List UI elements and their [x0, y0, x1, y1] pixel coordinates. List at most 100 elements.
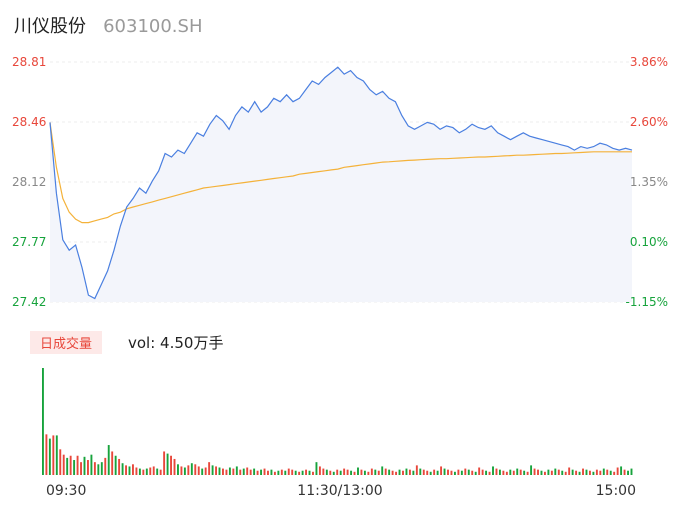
volume-bar [571, 469, 574, 475]
volume-bar [107, 445, 110, 475]
volume-badge: 日成交量 [30, 331, 103, 354]
volume-bar [301, 470, 304, 475]
volume-bar [554, 468, 557, 475]
volume-bar [308, 470, 311, 475]
volume-bar [222, 468, 224, 475]
volume-bar [408, 469, 411, 475]
volume-bar [187, 465, 190, 475]
volume-bar [332, 471, 335, 475]
volume-bar [128, 466, 131, 475]
y-tick-right: 1.35% [630, 175, 668, 189]
volume-bar [298, 471, 301, 475]
volume-bar [232, 468, 235, 475]
volume-bar [557, 469, 560, 475]
volume-bar [80, 462, 82, 475]
volume-bar [460, 470, 463, 475]
volume-bar [336, 469, 339, 475]
volume-bar [533, 468, 536, 475]
volume-bar [367, 471, 370, 475]
volume-bar [592, 471, 595, 475]
volume-bar [204, 467, 207, 475]
volume-bar [211, 465, 214, 475]
volume-bar [543, 471, 546, 475]
volume-bar [481, 469, 484, 475]
volume-bar [249, 469, 252, 475]
volume-bar [606, 469, 609, 475]
volume-bar [125, 465, 127, 475]
y-tick-right: -1.15% [626, 295, 668, 309]
volume-bar [457, 469, 460, 475]
volume-bar [45, 434, 48, 475]
volume-bar [450, 470, 453, 475]
volume-bar [66, 457, 69, 475]
y-tick-right: 3.86% [630, 55, 668, 69]
volume-bar [138, 468, 141, 475]
y-tick-left: 28.81 [12, 55, 46, 69]
x-tick: 09:30 [46, 483, 86, 499]
volume-bar [201, 468, 204, 475]
volume-bar [398, 469, 401, 475]
volume-bar [620, 466, 623, 475]
volume-bar [121, 463, 124, 475]
volume-bar [312, 471, 314, 475]
volume-bar [395, 471, 398, 475]
volume-bar [384, 468, 387, 475]
volume-bar [627, 470, 629, 475]
volume-bar [97, 464, 100, 475]
volume-bar [152, 466, 155, 475]
volume-bar [62, 454, 65, 475]
volume-bar [305, 469, 308, 475]
volume-bar [48, 438, 51, 475]
volume-bar [412, 470, 415, 475]
volume-bar [447, 469, 449, 475]
volume-bars [42, 368, 633, 475]
volume-bar [426, 470, 429, 475]
volume-bar [453, 471, 456, 475]
volume-bar [273, 471, 276, 475]
y-tick-left: 28.46 [12, 115, 46, 129]
volume-bar [93, 462, 96, 475]
volume-bar [568, 467, 571, 475]
volume-bar [197, 466, 200, 475]
volume-bar [492, 466, 494, 475]
volume-bar [260, 469, 263, 475]
stock-code: 603100.SH [103, 16, 203, 37]
volume-bar [242, 468, 245, 475]
volume-bar [163, 451, 166, 475]
volume-bar [263, 468, 266, 475]
volume-bar [180, 466, 183, 475]
volume-bar [509, 469, 512, 475]
volume-bar [190, 463, 193, 475]
volume-bar [173, 458, 176, 475]
volume-bar [578, 471, 581, 475]
volume-bar [100, 462, 103, 475]
volume-bar [135, 467, 138, 475]
volume-bar [159, 469, 162, 475]
volume-bar [118, 458, 121, 475]
volume-bar [599, 470, 602, 475]
volume-bar [246, 467, 249, 475]
volume-bar [76, 455, 79, 475]
volume-bar [346, 469, 349, 475]
volume-bar [485, 470, 488, 475]
volume-bar [585, 469, 588, 475]
volume-bar [478, 467, 481, 475]
volume-bar [561, 470, 564, 475]
volume-bar [391, 470, 394, 475]
volume-bar [374, 469, 377, 475]
volume-bar [170, 455, 172, 475]
volume-bar [505, 471, 508, 475]
volume-bar [588, 470, 591, 475]
volume-bar [83, 456, 86, 475]
volume-bar [502, 470, 505, 475]
volume-bar [287, 468, 290, 475]
volume-bar [267, 470, 269, 475]
volume-bar [350, 470, 353, 475]
volume-bar [443, 468, 446, 475]
y-tick-right: 0.10% [630, 235, 668, 249]
volume-bar [142, 469, 145, 475]
volume-bar [388, 469, 391, 475]
volume-bar [613, 471, 616, 475]
volume-bar [512, 470, 515, 475]
